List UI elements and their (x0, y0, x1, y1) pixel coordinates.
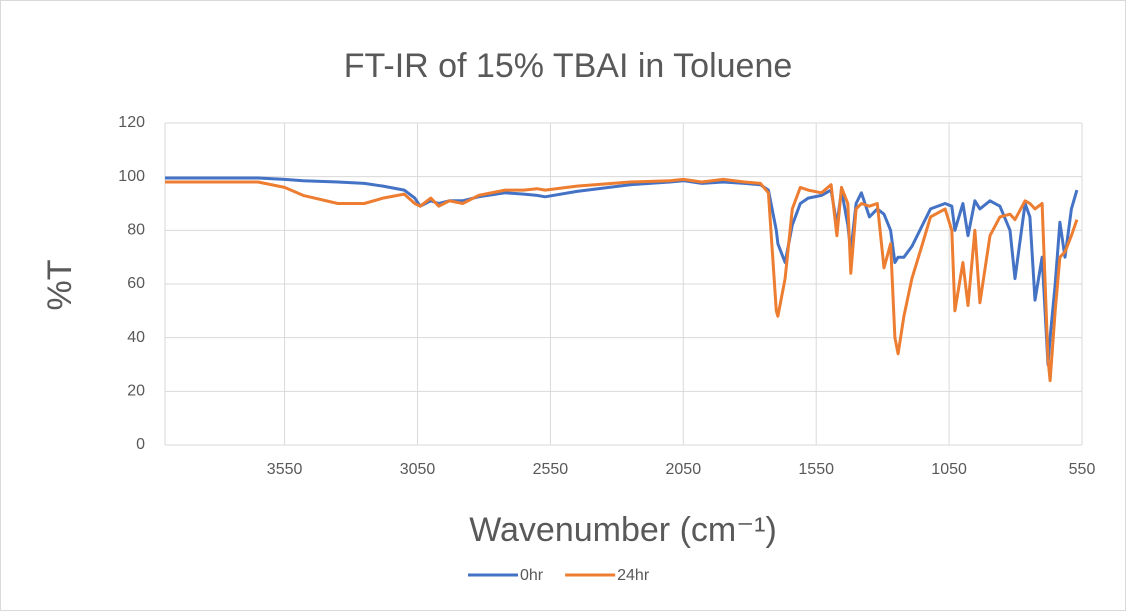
y-tick-label: 80 (127, 222, 145, 239)
x-tick-label: 550 (1069, 461, 1096, 478)
y-tick-label: 100 (118, 168, 145, 185)
y-axis-label: %T (41, 260, 79, 311)
y-tick-label: 60 (127, 275, 145, 292)
legend-label: 0hr (520, 567, 544, 584)
x-tick-label: 3550 (267, 461, 303, 478)
x-tick-label: 1050 (931, 461, 967, 478)
x-tick-label: 2550 (533, 461, 569, 478)
y-tick-label: 40 (127, 329, 145, 346)
x-tick-label: 3050 (400, 461, 436, 478)
series-line (165, 177, 1079, 383)
y-tick-label: 20 (127, 383, 145, 400)
y-tick-label: 120 (118, 114, 145, 131)
x-axis-label: Wavenumber (cm⁻¹) (469, 511, 777, 549)
x-tick-label: 1550 (798, 461, 834, 478)
chart-title: FT-IR of 15% TBAI in Toluene (344, 47, 793, 85)
legend-label: 24hr (617, 567, 650, 584)
x-tick-label: 2050 (666, 461, 702, 478)
y-tick-label: 0 (136, 436, 145, 453)
